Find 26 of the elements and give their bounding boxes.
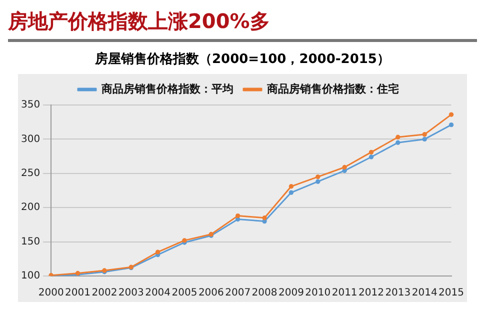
y-tick-label: 100 — [20, 270, 40, 282]
x-tick-label: 2003 — [118, 288, 144, 299]
x-tick-label: 2011 — [332, 288, 358, 299]
x-tick-label: 2010 — [305, 288, 331, 299]
y-tick-label: 150 — [20, 236, 40, 248]
x-tick-label: 2015 — [438, 288, 464, 299]
x-tick-label: 2005 — [172, 288, 198, 299]
x-tick-label: 2001 — [65, 288, 90, 299]
y-tick-label: 300 — [20, 134, 40, 145]
x-tick-label: 2008 — [252, 288, 278, 299]
legend-label: 商品房销售价格指数：住宅 — [266, 82, 399, 96]
x-tick-label: 2009 — [278, 288, 304, 299]
x-tick-label: 2012 — [358, 288, 384, 299]
y-tick-label: 200 — [20, 202, 40, 214]
x-tick-label: 2004 — [145, 288, 171, 299]
x-tick-label: 2006 — [198, 288, 224, 299]
chart-subtitle: 房屋销售价格指数（2000=100，2000-2015） — [94, 50, 391, 68]
x-tick-label: 2007 — [225, 288, 251, 299]
x-tick-label: 2013 — [385, 288, 411, 299]
x-tick-label: 2002 — [92, 288, 118, 299]
y-tick-label: 350 — [20, 100, 40, 111]
x-tick-label: 2014 — [412, 288, 438, 299]
x-tick-label: 2000 — [38, 288, 64, 299]
chart-title: 房地产价格指数上涨200%多 — [8, 8, 271, 35]
y-tick-label: 250 — [20, 168, 40, 179]
legend-label: 商品房销售价格指数：平均 — [100, 82, 234, 96]
